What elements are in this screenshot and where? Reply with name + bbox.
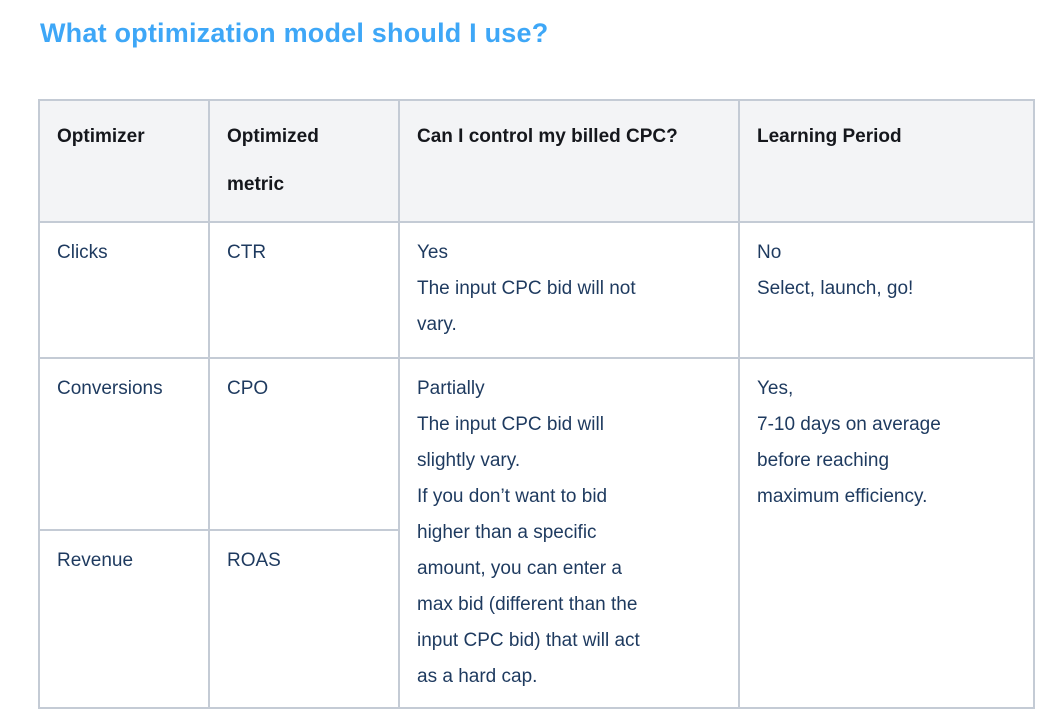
table-row-conversions: Conversions CPO Partially The input CPC … [38, 356, 1035, 709]
cell-conversions-metric: CPO [208, 356, 400, 532]
optimizer-table: Optimizer Optimized metric Can I control… [38, 99, 1035, 709]
cell-revenue-optimizer: Revenue [38, 529, 210, 709]
cell-conversions-revenue-cpc-control: Partially The input CPC bid will slightl… [398, 357, 740, 709]
cell-clicks-learning-period: No Select, launch, go! [738, 221, 1035, 359]
cell-clicks-metric: CTR [208, 221, 400, 359]
cell-conversions-optimizer: Conversions [38, 356, 210, 532]
cell-revenue-metric: ROAS [208, 529, 400, 709]
table-body: Clicks CTR Yes The input CPC bid will no… [38, 221, 1035, 709]
header-cell-learning-period: Learning Period [738, 99, 1035, 223]
header-cell-cpc-control: Can I control my billed CPC? [398, 99, 740, 223]
header-cell-optimizer: Optimizer [38, 99, 210, 223]
cell-clicks-cpc-control: Yes The input CPC bid will not vary. [398, 221, 740, 359]
table-header: Optimizer Optimized metric Can I control… [38, 99, 1035, 223]
header-cell-optimized-metric: Optimized metric [208, 99, 400, 223]
table-row-clicks: Clicks CTR Yes The input CPC bid will no… [38, 221, 1035, 359]
cell-conversions-revenue-learning-period: Yes, 7-10 days on average before reachin… [738, 357, 1035, 709]
table-header-row: Optimizer Optimized metric Can I control… [38, 99, 1035, 223]
table-row-revenue: Revenue ROAS [38, 529, 1034, 709]
cell-clicks-optimizer: Clicks [38, 221, 210, 359]
page-title: What optimization model should I use? [40, 18, 549, 48]
